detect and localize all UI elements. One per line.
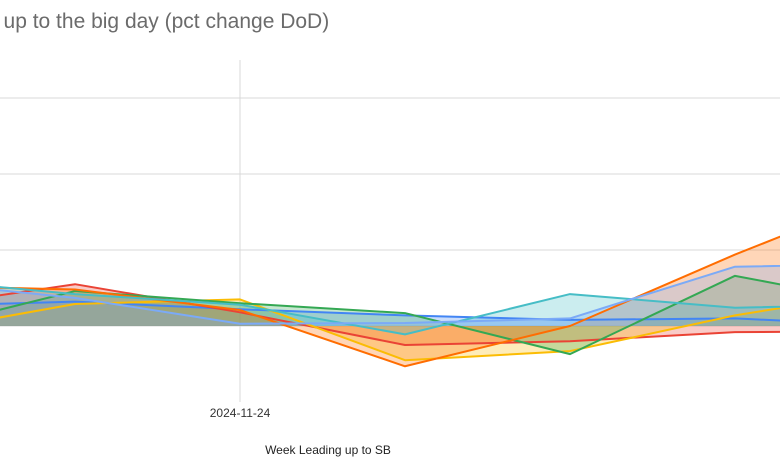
series-line-5 — [0, 235, 780, 368]
series-line-3 — [0, 298, 780, 362]
series-line-4 — [0, 274, 780, 356]
chart-title: g up to the big day (pct change DoD) — [0, 10, 330, 33]
series-area-6 — [0, 287, 780, 335]
series-area-3 — [0, 299, 780, 361]
series-area-2 — [0, 284, 780, 345]
series-line-7 — [0, 264, 780, 325]
series-line-1 — [0, 300, 780, 322]
series-area-7 — [0, 265, 780, 326]
series-line-6 — [0, 286, 780, 336]
x-axis-label: Week Leading up to SB — [265, 443, 391, 457]
series-area-5 — [0, 236, 780, 367]
x-tick-label: 2024-11-24 — [210, 406, 271, 420]
series-line-2 — [0, 283, 780, 346]
